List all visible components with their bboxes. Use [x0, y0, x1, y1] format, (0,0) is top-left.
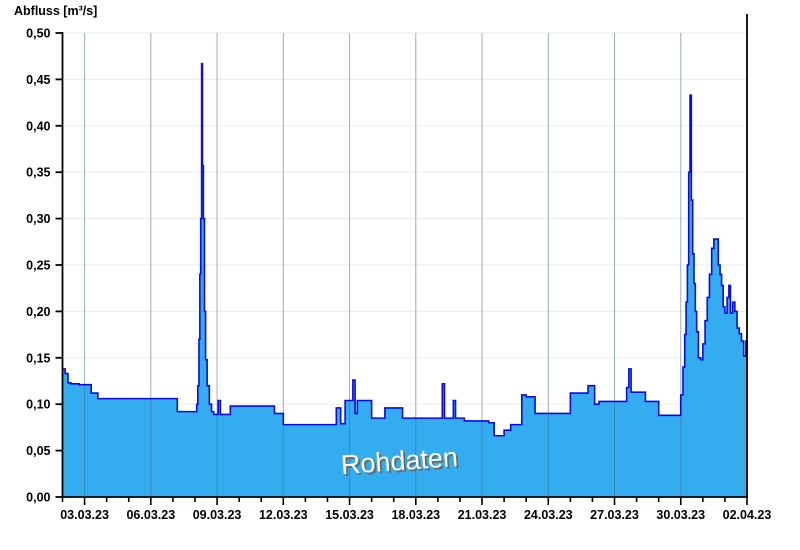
x-axis-tick-label: 12.03.23 — [259, 508, 308, 522]
y-axis-tick-label: 0,25 — [26, 259, 50, 273]
x-axis-tick-label: 27.03.23 — [590, 508, 639, 522]
x-axis-tick-label: 03.03.23 — [60, 508, 109, 522]
y-axis-tick-label: 0,10 — [26, 398, 50, 412]
y-axis-tick-label: 0,20 — [26, 305, 50, 319]
y-axis-tick-label: 0,40 — [26, 119, 50, 133]
x-axis-tick-label: 30.03.23 — [656, 508, 705, 522]
x-axis-tick-label: 15.03.23 — [325, 508, 374, 522]
x-axis-tick-label: 21.03.23 — [458, 508, 507, 522]
series-outline — [62, 62, 748, 437]
x-axis-tick-label: 09.03.23 — [193, 508, 242, 522]
y-axis-tick-label: 0,30 — [26, 212, 50, 226]
x-axis-tick-label: 24.03.23 — [524, 508, 573, 522]
y-axis-tick-label: 0,05 — [26, 444, 50, 458]
x-axis-ticks: 03.03.23 06.03.23 09.03.23 12.03.23 15.03.23… — [60, 497, 771, 522]
y-axis-title: Abfluss [m³/s] — [14, 4, 97, 18]
x-axis-tick-label: 02.04.23 — [723, 508, 772, 522]
series-fill-path — [62, 63, 747, 498]
x-axis-tick-label: 18.03.23 — [391, 508, 440, 522]
y-axis-tick-label: 0,15 — [26, 351, 50, 365]
y-axis-tick-label: 0,35 — [26, 166, 50, 180]
y-axis-ticks: 0,00 0,05 0,10 0,15 0,20 0,25 0,30 0,35 0,40 0,45… — [26, 27, 63, 505]
y-axis-tick-label: 0,00 — [26, 491, 50, 505]
x-axis-tick-label: 06.03.23 — [126, 508, 175, 522]
y-axis-tick-label: 0,50 — [26, 27, 50, 41]
horizontal-gridlines — [62, 32, 747, 452]
series-area-fill — [62, 63, 747, 498]
y-axis-tick-label: 0,45 — [26, 73, 50, 87]
series-outline-path — [62, 62, 748, 437]
